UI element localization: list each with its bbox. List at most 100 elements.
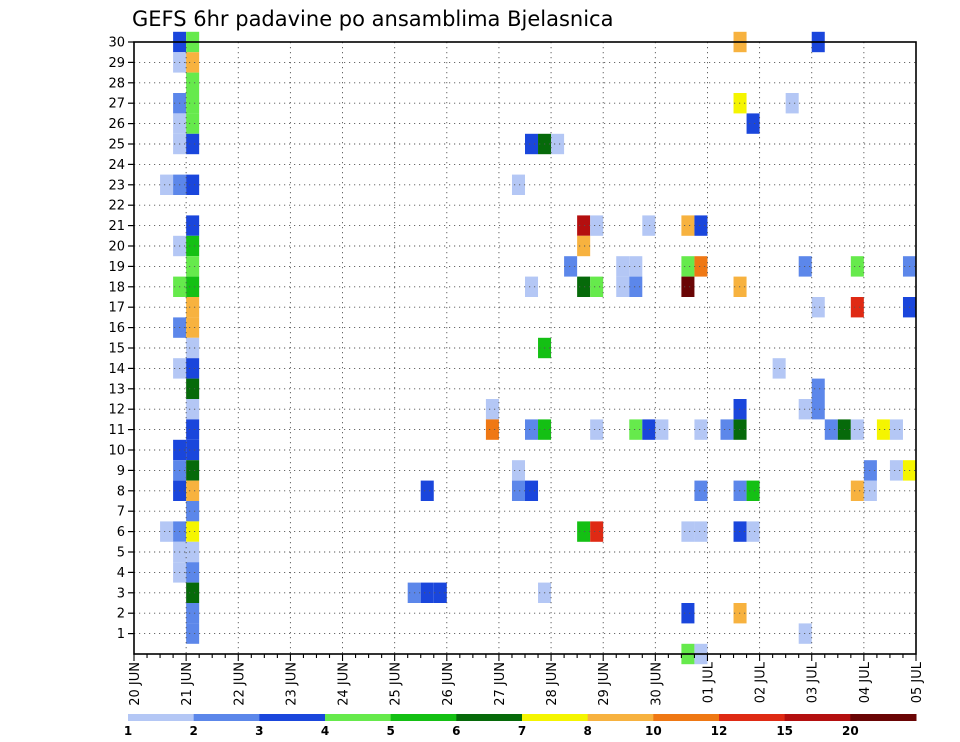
heatmap-cell bbox=[824, 419, 838, 440]
colorbar-label: 2 bbox=[189, 724, 197, 738]
heatmap-cell bbox=[577, 276, 591, 297]
x-tick-label: 22 JUN bbox=[232, 662, 247, 706]
heatmap-cell bbox=[551, 133, 565, 155]
heatmap-cell bbox=[186, 276, 200, 297]
y-tick-label: 15 bbox=[108, 342, 125, 357]
colorbar-swatch bbox=[193, 714, 260, 721]
heatmap-cell bbox=[186, 399, 200, 420]
grid bbox=[134, 42, 916, 654]
y-tick-label: 25 bbox=[108, 138, 125, 153]
heatmap-cell bbox=[590, 521, 604, 542]
y-tick-label: 29 bbox=[108, 56, 125, 71]
heatmap-cell bbox=[511, 174, 525, 195]
heatmap-cell bbox=[186, 460, 200, 481]
y-tick-label: 1 bbox=[117, 627, 125, 642]
heatmap-cell bbox=[186, 174, 200, 195]
colorbar-swatch bbox=[456, 714, 523, 721]
heatmap-cell bbox=[889, 419, 903, 440]
colorbar-swatch bbox=[719, 714, 786, 721]
heatmap-cell bbox=[577, 235, 591, 257]
heatmap-cell bbox=[511, 460, 525, 481]
colorbar-label: 1 bbox=[124, 724, 132, 738]
heatmap-cell bbox=[525, 419, 539, 440]
colorbar-label: 4 bbox=[321, 724, 329, 738]
heatmap-cell bbox=[525, 276, 539, 297]
heatmap-cell bbox=[577, 521, 591, 542]
y-tick-label: 19 bbox=[108, 260, 125, 275]
heatmap-cell bbox=[616, 276, 630, 297]
heatmap-cell bbox=[850, 256, 864, 277]
heatmap-cells bbox=[160, 31, 916, 665]
x-tick-label: 25 JUN bbox=[389, 662, 404, 706]
heatmap-cell bbox=[590, 276, 604, 297]
heatmap-cell bbox=[850, 419, 864, 440]
x-tick-label: 29 JUN bbox=[597, 662, 612, 706]
heatmap-cell bbox=[590, 419, 604, 440]
heatmap-cell bbox=[616, 256, 630, 277]
y-tick-label: 6 bbox=[117, 525, 125, 540]
y-tick-label: 17 bbox=[108, 301, 125, 316]
x-tick-label: 30 JUN bbox=[649, 662, 664, 706]
colorbar-swatch bbox=[325, 714, 392, 721]
heatmap-cell bbox=[186, 419, 200, 440]
heatmap-cell bbox=[525, 133, 539, 155]
heatmap-cell bbox=[746, 521, 760, 542]
heatmap-cell bbox=[186, 562, 200, 583]
heatmap-cell bbox=[629, 276, 643, 297]
y-tick-label: 13 bbox=[108, 382, 125, 397]
heatmap-cell bbox=[746, 113, 760, 134]
colorbar-swatch bbox=[390, 714, 457, 721]
heatmap-cell bbox=[186, 480, 200, 501]
x-axis: 20 JUN 21 JUN 22 JUN 23 JUN 24 JUN 25 JUN 26 J… bbox=[128, 654, 925, 706]
y-tick-label: 20 bbox=[108, 240, 125, 255]
y-tick-label: 18 bbox=[108, 280, 125, 295]
colorbar-label: 10 bbox=[645, 724, 662, 738]
x-tick-label: 26 JUN bbox=[441, 662, 456, 706]
heatmap-cell bbox=[694, 419, 708, 440]
heatmap-cell bbox=[186, 439, 200, 461]
y-tick-label: 22 bbox=[108, 199, 125, 214]
heatmap-cell bbox=[629, 419, 643, 440]
y-tick-label: 10 bbox=[108, 444, 125, 459]
heatmap-cell bbox=[590, 215, 604, 236]
heatmap-cell bbox=[186, 297, 200, 318]
heatmap-cell bbox=[850, 480, 864, 501]
heatmap-cell bbox=[564, 256, 578, 277]
colorbar-legend: 1 2 3 4 5 6 7 8 10 12 15 20 bbox=[124, 714, 917, 738]
heatmap-cell bbox=[798, 256, 812, 277]
y-tick-label: 3 bbox=[117, 586, 125, 601]
heatmap-cell bbox=[186, 623, 200, 644]
x-tick-label: 01 JUL bbox=[701, 661, 716, 703]
heatmap-cell bbox=[811, 297, 825, 318]
heatmap-cell bbox=[186, 582, 200, 603]
heatmap-cell bbox=[694, 480, 708, 501]
heatmap-cell bbox=[694, 256, 708, 277]
heatmap-cell bbox=[798, 399, 812, 420]
y-tick-label: 5 bbox=[117, 546, 125, 561]
y-tick-label: 30 bbox=[108, 36, 125, 51]
colorbar-label: 15 bbox=[776, 724, 793, 738]
heatmap-cell bbox=[811, 399, 825, 420]
y-tick-label: 12 bbox=[108, 403, 125, 418]
y-tick-label: 14 bbox=[108, 362, 125, 377]
x-tick-label: 27 JUN bbox=[493, 662, 508, 706]
x-tick-label: 02 JUL bbox=[754, 661, 769, 703]
x-tick-label: 04 JUL bbox=[858, 661, 873, 703]
colorbar-swatch bbox=[522, 714, 589, 721]
heatmap-cell bbox=[420, 582, 434, 603]
colorbar-label: 12 bbox=[711, 724, 728, 738]
heatmap-cell bbox=[186, 113, 200, 134]
heatmap-cell bbox=[681, 215, 695, 236]
x-tick-label: 21 JUN bbox=[180, 662, 195, 706]
x-tick-label: 23 JUN bbox=[284, 662, 299, 706]
colorbar-swatch bbox=[259, 714, 326, 721]
colorbar-swatch bbox=[653, 714, 720, 721]
heatmap-cell bbox=[186, 378, 200, 399]
colorbar-label: 5 bbox=[386, 724, 394, 738]
heatmap-cell bbox=[863, 480, 877, 501]
heatmap-cell bbox=[485, 399, 499, 420]
colorbar-swatch bbox=[128, 714, 195, 721]
colorbar-label: 7 bbox=[518, 724, 526, 738]
y-tick-label: 4 bbox=[117, 566, 125, 581]
heatmap-cell bbox=[186, 501, 200, 522]
